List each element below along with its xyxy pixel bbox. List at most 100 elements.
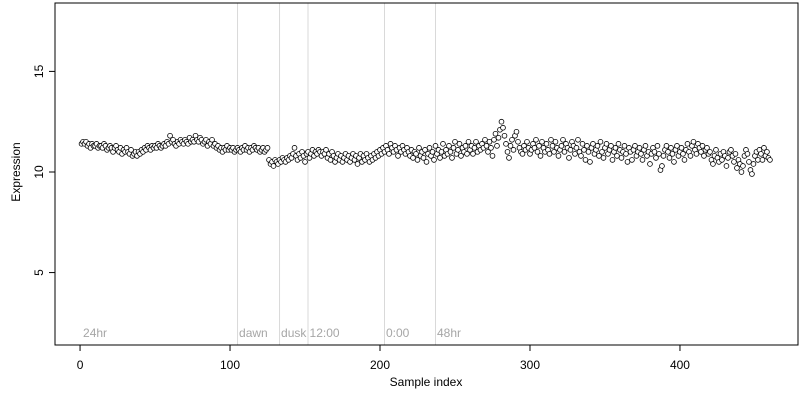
point bbox=[573, 145, 580, 151]
point bbox=[494, 143, 500, 149]
point bbox=[507, 143, 514, 149]
point bbox=[560, 137, 566, 143]
point bbox=[581, 147, 587, 153]
point bbox=[674, 143, 680, 149]
point bbox=[455, 147, 461, 153]
point bbox=[642, 143, 649, 149]
point bbox=[500, 124, 506, 131]
point bbox=[623, 151, 629, 157]
point bbox=[749, 171, 755, 177]
point bbox=[594, 143, 601, 149]
point bbox=[413, 151, 419, 157]
point bbox=[618, 155, 625, 161]
point bbox=[437, 155, 443, 161]
point bbox=[488, 145, 494, 151]
point bbox=[506, 155, 512, 161]
point bbox=[579, 141, 586, 147]
point bbox=[663, 143, 670, 149]
point bbox=[452, 139, 458, 145]
point bbox=[699, 143, 706, 149]
point bbox=[456, 141, 463, 147]
point bbox=[395, 153, 401, 159]
point bbox=[761, 145, 767, 151]
point bbox=[590, 141, 596, 147]
point bbox=[270, 163, 277, 169]
point bbox=[440, 141, 446, 147]
point bbox=[734, 165, 740, 171]
point bbox=[438, 149, 445, 155]
point bbox=[608, 143, 614, 149]
point bbox=[732, 151, 739, 157]
point bbox=[609, 157, 616, 163]
y-tick-label: 15 bbox=[32, 64, 46, 78]
point bbox=[519, 151, 526, 157]
point bbox=[671, 159, 677, 165]
point bbox=[690, 139, 697, 145]
point bbox=[647, 161, 653, 167]
y-tick-label: 5 bbox=[32, 269, 46, 276]
x-tick-label: 300 bbox=[520, 358, 540, 372]
point bbox=[426, 145, 433, 151]
point bbox=[698, 149, 704, 155]
point bbox=[323, 147, 329, 153]
point bbox=[501, 132, 508, 139]
point bbox=[764, 149, 770, 155]
point bbox=[575, 137, 581, 143]
point bbox=[599, 149, 605, 155]
point bbox=[552, 139, 559, 145]
point bbox=[420, 155, 427, 161]
point bbox=[561, 149, 568, 155]
point bbox=[555, 153, 562, 159]
x-tick-label: 0 bbox=[77, 358, 84, 372]
point bbox=[470, 151, 476, 157]
point bbox=[636, 145, 643, 151]
point bbox=[744, 151, 751, 157]
point bbox=[543, 141, 550, 147]
point bbox=[449, 155, 455, 161]
point bbox=[621, 143, 628, 149]
point bbox=[707, 149, 713, 155]
annotation: dawn bbox=[239, 326, 268, 340]
point bbox=[738, 169, 745, 175]
point bbox=[302, 159, 308, 165]
point bbox=[680, 151, 686, 157]
point bbox=[551, 149, 557, 155]
point bbox=[167, 132, 173, 139]
point bbox=[539, 139, 545, 145]
point bbox=[629, 157, 635, 163]
point bbox=[713, 147, 719, 153]
point bbox=[578, 153, 584, 159]
point bbox=[524, 139, 530, 145]
point bbox=[495, 134, 502, 141]
point bbox=[755, 157, 761, 163]
point bbox=[473, 139, 479, 145]
point bbox=[471, 145, 478, 151]
point bbox=[515, 139, 521, 145]
point bbox=[567, 147, 574, 153]
x-axis-label: Sample index bbox=[390, 375, 463, 389]
point bbox=[725, 155, 731, 161]
point bbox=[740, 163, 746, 169]
point bbox=[489, 153, 496, 159]
point bbox=[536, 143, 542, 149]
point bbox=[585, 149, 592, 155]
point bbox=[128, 147, 134, 153]
point bbox=[354, 161, 361, 167]
point bbox=[603, 141, 610, 147]
point bbox=[746, 159, 752, 165]
point bbox=[566, 155, 572, 161]
point bbox=[486, 139, 493, 145]
point bbox=[614, 153, 620, 159]
point bbox=[548, 137, 554, 143]
point bbox=[596, 153, 602, 159]
annotation: 24hr bbox=[83, 326, 107, 340]
point bbox=[587, 159, 593, 165]
point bbox=[584, 143, 590, 149]
point bbox=[485, 149, 491, 155]
point bbox=[492, 130, 499, 137]
point bbox=[758, 151, 764, 157]
point bbox=[410, 155, 416, 161]
annotation: 0:00 bbox=[386, 326, 410, 340]
point bbox=[483, 143, 490, 149]
